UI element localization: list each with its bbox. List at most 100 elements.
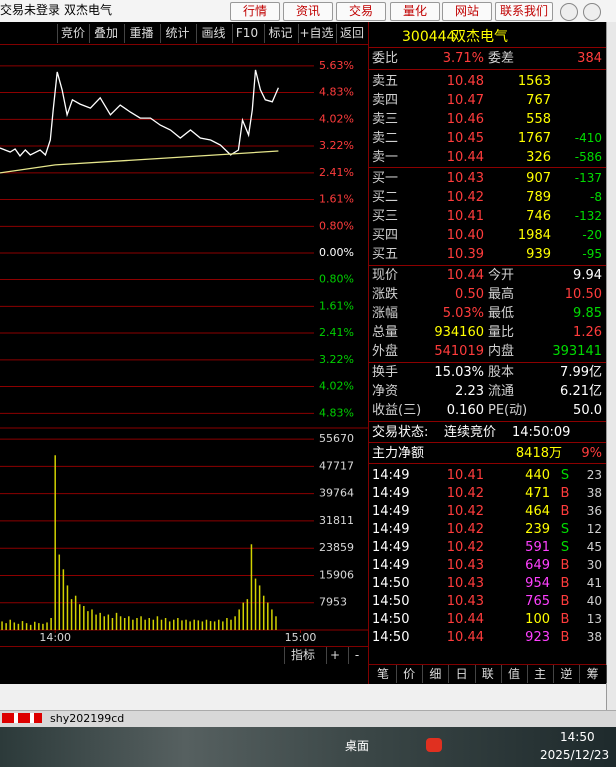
menu-button[interactable]: 量化 [390,2,440,21]
book-price: 10.48 [446,74,484,89]
trade-price: 10.43 [446,594,484,609]
volume-bar [25,623,28,630]
toolbar-button[interactable]: +自选 [298,24,334,43]
y-tick-label: 23859 [319,541,354,554]
y-tick-label: 4.02% [319,112,354,125]
trade-price: 10.43 [446,576,484,591]
diff-label: 委差 [488,51,515,66]
stat-label: PE(动) [488,403,528,418]
volume-bar [1,621,3,630]
y-tick-label: 7953 [319,596,347,609]
volume-bar [70,599,73,630]
panel-tab[interactable]: 价 [396,665,424,683]
price-line [0,69,279,157]
trade-side: B [560,630,570,645]
trade-price: 10.44 [446,612,484,627]
indicator-button[interactable]: - [348,647,365,664]
volume-bar [115,612,118,630]
menu-button[interactable]: 交易 [336,2,386,21]
book-volume: 326 [526,150,551,165]
trade-time: 14:50 [372,612,410,627]
book-price: 10.43 [446,171,484,186]
volume-bar [46,622,48,630]
volume-bar [197,620,200,630]
panel-tab[interactable]: 笔 [370,665,397,683]
menu-button[interactable]: 行情 [230,2,280,21]
status-bar [0,710,616,728]
volume-bar [13,622,16,630]
panel-tab[interactable]: 细 [422,665,450,683]
state-time: 14:50:09 [512,425,571,440]
volume-bar [111,617,114,630]
minimize-button[interactable] [560,3,578,21]
book-volume: 1563 [517,74,551,89]
volume-bar [144,619,146,630]
price-line [0,150,279,174]
trade-time: 14:49 [372,522,410,537]
taskbar-desktop[interactable]: 桌面 [345,739,370,753]
panel-tab[interactable]: 逆 [553,665,581,683]
book-volume: 558 [526,112,551,127]
trade-time: 14:50 [372,594,410,609]
volume-bar [95,614,97,630]
chart-footer [0,646,368,665]
y-tick-label: 3.22% [319,353,354,366]
panel-tab[interactable]: 联 [475,665,502,683]
stat-label: 最高 [488,287,515,302]
stat-label: 内盘 [488,344,515,359]
menu-button[interactable]: 资讯 [283,2,333,21]
toolbar-button[interactable]: 重播 [124,24,158,43]
y-tick-label: 15906 [319,568,354,581]
trade-count: 45 [586,540,602,554]
stat-value: 9.94 [573,268,602,283]
volume-bar [91,609,93,630]
stat-label: 总量 [372,325,399,340]
volume-bar [38,623,40,630]
trade-price: 10.42 [446,522,484,537]
book-change: -95 [582,247,602,261]
book-price: 10.44 [446,150,484,165]
volume-bar [238,609,240,630]
menu-button[interactable]: 网站 [442,2,492,21]
panel-tab[interactable]: 日 [449,665,476,683]
close-button[interactable] [583,3,601,21]
volume-bar [62,569,65,630]
volume-bar [234,616,236,630]
menu-button[interactable]: 联系我们 [495,2,553,21]
toolbar-button[interactable]: F10 [232,24,261,43]
toolbar-button[interactable]: 标记 [264,24,296,43]
book-volume: 1767 [517,131,551,146]
stat-value: 5.03% [442,306,484,321]
toolbar-button[interactable]: 统计 [160,24,194,43]
chart: 5.63% 4.83% 4.02% 3.22% 2.41% 1.61% 0.80% 0.00%… [0,59,368,644]
toolbar-button[interactable]: 竞价 [57,24,88,43]
book-volume: 789 [526,190,551,205]
trade-volume: 100 [525,612,550,627]
volume-bar [226,617,228,630]
trade-count: 12 [586,522,602,536]
toolbar-button[interactable]: 返回 [336,24,367,43]
toolbar-button[interactable]: 叠加 [89,24,122,43]
trade-time: 14:50 [372,630,410,645]
stock-name: 双杰电气 [452,29,508,45]
tray-icon[interactable] [426,738,442,752]
stat-value: 541019 [434,344,484,359]
panel-tab[interactable]: 值 [501,665,528,683]
volume-bar [5,623,7,630]
panel-tab[interactable]: 筹 [580,665,607,683]
stat-label: 外盘 [372,344,399,359]
volume-bar [168,621,171,630]
book-volume: 746 [526,209,551,224]
diff-value: 384 [577,51,602,66]
indicator-button[interactable]: 指标 [284,647,321,664]
volume-bar [74,595,77,630]
toolbar-button[interactable]: 画线 [196,24,230,43]
volume-bar [136,617,138,630]
trade-volume: 765 [525,594,550,609]
panel-tab[interactable]: 主 [527,665,555,683]
volume-bar [177,617,179,630]
volume-bar [21,621,24,630]
stat-value: 393141 [552,344,602,359]
indicator-button[interactable]: + [326,647,343,664]
divider [369,664,606,665]
